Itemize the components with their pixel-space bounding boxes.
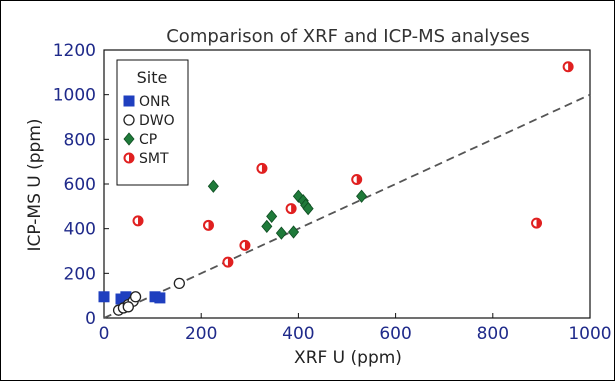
x-axis-label: XRF U (ppm): [294, 348, 402, 368]
data-point-onr: [98, 291, 110, 303]
legend-title: Site: [137, 68, 168, 87]
legend-item-onr: ONR: [123, 94, 170, 110]
legend-label: ONR: [139, 94, 170, 110]
legend-item-smt: SMT: [123, 151, 169, 167]
series-dwo: [112, 277, 185, 316]
data-point-dwo: [173, 277, 185, 290]
legend-item-dwo: DWO: [123, 113, 175, 129]
data-point-cp: [288, 225, 300, 239]
y-tick-label: 0: [85, 309, 96, 329]
reference-line: [103, 93, 591, 319]
y-tick-label: 1000: [53, 86, 96, 106]
x-tick-label: 800: [477, 324, 509, 344]
x-axis-ticks: 0 200 400 600 800 1000: [99, 313, 612, 344]
y-tick-label: 600: [64, 175, 96, 195]
data-point-smt: [239, 239, 251, 251]
legend-label: CP: [139, 132, 157, 148]
data-point-smt: [132, 215, 144, 227]
legend-items: ONR DWO CP SMT: [123, 94, 175, 167]
y-axis-label: ICP-MS U (ppm): [25, 118, 45, 251]
data-point-cp: [356, 189, 368, 203]
legend-marker-onr: [123, 95, 135, 107]
y-tick-label: 800: [64, 130, 96, 150]
legend-marker-cp: [123, 132, 135, 146]
data-point-smt: [202, 219, 214, 231]
data-point-smt: [222, 256, 234, 268]
data-point-smt: [285, 203, 297, 215]
data-point-smt: [351, 174, 363, 186]
data-point-smt: [562, 61, 574, 73]
legend-label: DWO: [139, 113, 175, 129]
x-tick-label: 0: [99, 324, 110, 344]
data-point-smt: [256, 162, 268, 174]
x-tick-label: 1000: [568, 324, 611, 344]
series-smt: [132, 61, 574, 268]
x-tick-label: 200: [185, 324, 217, 344]
data-point-dwo: [122, 301, 134, 313]
data-point-cp: [207, 179, 219, 193]
data-point-cp: [275, 226, 287, 240]
y-tick-label: 1200: [53, 41, 96, 61]
y-axis-ticks: 0 200 400 600 800 1000 1200: [53, 41, 109, 329]
data-points: [98, 61, 574, 316]
data-point-cp: [302, 201, 314, 216]
data-point-cp: [266, 209, 278, 224]
series-onr: [98, 291, 166, 305]
y-tick-label: 400: [64, 220, 96, 240]
data-point-onr: [154, 292, 166, 304]
series-cp: [207, 179, 368, 240]
data-point-dwo: [129, 291, 142, 303]
legend-marker-smt: [123, 152, 135, 164]
x-tick-label: 400: [282, 324, 314, 344]
legend-marker-dwo: [123, 114, 135, 126]
legend-label: SMT: [139, 151, 169, 167]
data-point-cp: [261, 219, 273, 234]
x-tick-label: 600: [379, 324, 411, 344]
legend: Site ONR DWO CP SMT: [116, 59, 189, 186]
legend-item-cp: CP: [123, 132, 157, 148]
y-tick-label: 200: [64, 264, 96, 284]
chart-title: Comparison of XRF and ICP-MS analyses: [166, 26, 530, 47]
data-point-smt: [531, 217, 543, 229]
